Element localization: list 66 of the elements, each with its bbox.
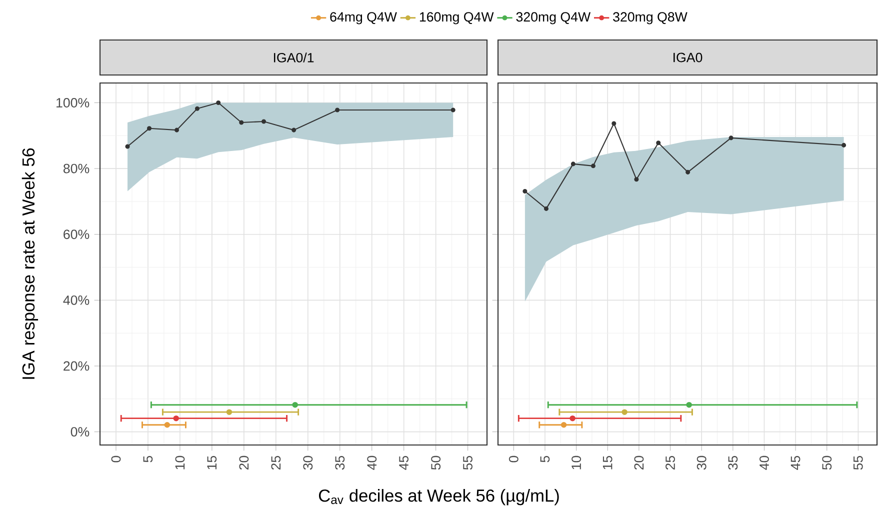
point xyxy=(226,409,232,415)
point xyxy=(560,422,567,428)
point xyxy=(450,108,456,112)
point xyxy=(239,120,244,125)
point xyxy=(634,177,639,182)
x-tick-label: 20 xyxy=(239,456,249,470)
point xyxy=(622,409,628,415)
y-tick-label: 20% xyxy=(64,361,90,371)
x-tick-label: 5 xyxy=(143,456,153,462)
x-tick-label: 20 xyxy=(634,456,644,470)
x-tick-label: 55 xyxy=(463,456,472,470)
chart-title: IGA0 xyxy=(674,52,702,62)
point xyxy=(216,100,221,106)
y-tick-label: 0% xyxy=(70,427,90,437)
point xyxy=(173,415,179,422)
point xyxy=(612,121,616,126)
x-tick-label: 40 xyxy=(760,456,769,470)
x-tick-label: 35 xyxy=(728,456,738,470)
legend-label: 160mg Q4W xyxy=(420,12,494,24)
point xyxy=(686,402,692,408)
x-tick-label: 5 xyxy=(540,456,550,462)
point xyxy=(656,140,661,146)
y-tick-label: 80% xyxy=(64,164,90,174)
point xyxy=(292,128,296,132)
y-axis-title: IGA response rate at Week 56 xyxy=(22,148,38,379)
x-tick-label: 0 xyxy=(111,456,121,462)
point xyxy=(544,206,549,211)
x-tick-label: 45 xyxy=(790,456,800,470)
point xyxy=(146,126,152,131)
point xyxy=(261,119,266,124)
x-tick-label: 25 xyxy=(666,456,675,470)
x-tick-label: 30 xyxy=(303,456,313,470)
x-tick-label: 15 xyxy=(602,456,612,470)
x-tick-label: 25 xyxy=(271,456,281,470)
point xyxy=(335,108,340,112)
point xyxy=(194,106,200,111)
x-tick-label: 15 xyxy=(207,456,217,470)
y-tick-label: 40% xyxy=(63,295,90,305)
point xyxy=(842,142,846,148)
legend-label: 64mg Q4W xyxy=(330,12,397,24)
point xyxy=(686,170,690,174)
y-tick-label: 60% xyxy=(64,230,90,240)
x-tick-label: 35 xyxy=(335,456,345,470)
y-tick-label: 100% xyxy=(56,98,90,108)
point xyxy=(292,402,298,408)
x-tick-label: 45 xyxy=(399,456,408,470)
point xyxy=(570,162,576,166)
x-tick-label: 40 xyxy=(367,456,377,470)
point xyxy=(728,136,734,140)
x-tick-label: 10 xyxy=(175,456,185,470)
x-tick-label: 10 xyxy=(572,456,582,470)
point xyxy=(590,164,596,168)
point xyxy=(570,415,576,422)
point xyxy=(522,188,528,194)
legend-label: 320mg Q8W xyxy=(613,12,688,24)
x-tick-label: 55 xyxy=(854,456,863,470)
legend-label: 320mg Q4W xyxy=(516,12,591,24)
x-tick-label: 50 xyxy=(822,456,832,470)
point xyxy=(164,422,170,428)
point xyxy=(125,144,130,149)
chart-title: IGA0/1 xyxy=(274,52,314,62)
point xyxy=(174,128,180,132)
x-tick-label: 50 xyxy=(431,456,441,470)
x-tick-label: 30 xyxy=(696,456,706,470)
x-axis-title: C$_{av}$ deciles at Week 56 (µg/mL) xyxy=(318,489,559,506)
x-tick-label: 0 xyxy=(508,456,518,462)
